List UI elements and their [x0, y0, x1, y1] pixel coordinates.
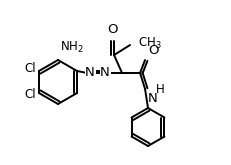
Text: O: O: [147, 44, 158, 57]
Text: O: O: [106, 23, 117, 36]
Text: Cl: Cl: [24, 63, 36, 76]
Text: CH$_3$: CH$_3$: [137, 35, 161, 50]
Text: N: N: [85, 66, 94, 80]
Text: Cl: Cl: [24, 88, 36, 101]
Text: NH$_2$: NH$_2$: [60, 40, 83, 55]
Text: N: N: [147, 92, 157, 105]
Text: N: N: [100, 66, 109, 80]
Text: H: H: [155, 83, 164, 97]
